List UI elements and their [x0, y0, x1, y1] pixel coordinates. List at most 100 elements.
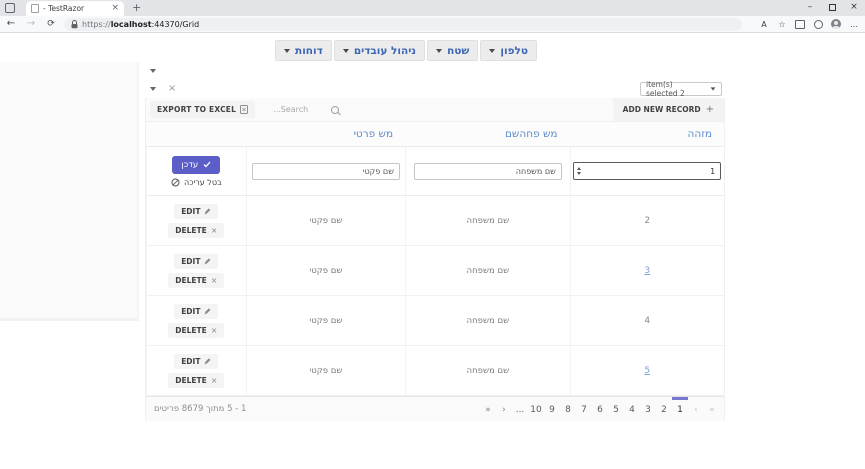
- minimize-button[interactable]: –: [807, 2, 813, 12]
- family-name-editor-cell: [405, 147, 569, 195]
- row-commands-cell: EDIT DELETE ×: [145, 196, 246, 245]
- menu-item-area[interactable]: שטח: [427, 40, 479, 61]
- first-name-input[interactable]: [251, 162, 400, 180]
- search-input[interactable]: [271, 104, 328, 115]
- cancel-circle-icon: [171, 178, 180, 186]
- pager-last-icon[interactable]: «: [485, 405, 491, 415]
- x-icon: ×: [210, 325, 218, 335]
- menu-label: שטח: [447, 44, 470, 57]
- pager-page-9[interactable]: 9: [549, 405, 555, 415]
- row-id-link[interactable]: 3: [644, 265, 651, 276]
- pager-page-1[interactable]: 1: [672, 397, 688, 421]
- chevron-down-icon: [489, 48, 496, 53]
- lock-icon: [71, 20, 78, 29]
- export-to-excel-button[interactable]: EXPORT TO EXCEL: [150, 101, 256, 118]
- pager-page-10[interactable]: 10: [530, 405, 542, 415]
- pager-page-3[interactable]: 3: [645, 405, 651, 415]
- grid-edit-row: 1: [145, 147, 724, 196]
- family-name-input[interactable]: [413, 162, 562, 180]
- pager-page-8[interactable]: 8: [565, 405, 571, 415]
- edit-button[interactable]: EDIT: [174, 353, 219, 369]
- collections-icon[interactable]: [791, 19, 809, 29]
- tab-actions-icon[interactable]: [5, 3, 15, 13]
- url-path: :44370/Grid: [151, 20, 200, 29]
- first-value: שם פקטי: [309, 315, 343, 326]
- pager-info: 1 - 5 מתוך 8679 פריטים: [154, 404, 247, 414]
- menu-item-phone[interactable]: טלפון: [480, 40, 537, 61]
- menu-label: ניהול עובדים: [353, 44, 417, 57]
- menu-label: טלפון: [500, 44, 528, 57]
- add-new-record-button[interactable]: ADD NEW RECORD +: [612, 98, 724, 121]
- pager-page-6[interactable]: 6: [597, 405, 603, 415]
- pager-first-icon[interactable]: »: [709, 405, 715, 415]
- delete-label: DELETE: [175, 325, 207, 335]
- restore-button[interactable]: [821, 0, 843, 14]
- numeric-spinner[interactable]: [577, 167, 582, 175]
- pager-next-icon[interactable]: ‹: [502, 405, 506, 415]
- menu-item-employee-management[interactable]: ניהול עובדים: [333, 40, 426, 61]
- edit-button[interactable]: EDIT: [174, 303, 219, 319]
- row-first-cell: שם פקטי: [245, 246, 405, 295]
- chevron-down-icon: [436, 48, 443, 53]
- row-id-cell[interactable]: 3: [569, 246, 724, 295]
- settings-more-icon[interactable]: …: [850, 19, 858, 29]
- row-commands-cell: EDIT DELETE ×: [145, 296, 246, 345]
- refresh-icon[interactable]: ⟳: [47, 19, 55, 29]
- column-header-family-name[interactable]: מש פחהשם: [504, 128, 558, 140]
- browser-tab[interactable]: - TestRazor ×: [26, 1, 124, 16]
- pager-page-5[interactable]: 5: [613, 405, 619, 415]
- pencil-icon: [204, 257, 211, 264]
- items-selected-dropdown[interactable]: item(s) selected 2: [640, 80, 722, 98]
- row-id-cell[interactable]: 5: [569, 346, 724, 395]
- pencil-icon: [204, 307, 211, 314]
- table-row: 4 שם משפחה שם פקטי EDIT DELETE ×: [145, 296, 724, 346]
- delete-label: DELETE: [175, 225, 207, 235]
- cancel-edit-button[interactable]: בטל עריכה: [171, 178, 222, 187]
- id-numeric-input[interactable]: 1: [573, 162, 722, 180]
- spinner-down-icon[interactable]: [577, 172, 582, 175]
- id-editor-cell: 1: [569, 147, 724, 195]
- column-header-first-name[interactable]: מש פרטי: [353, 128, 394, 140]
- pager-page-7[interactable]: 7: [581, 405, 587, 415]
- plus-icon: +: [705, 104, 714, 115]
- pager-page-4[interactable]: 4: [629, 405, 635, 415]
- tab-close-icon[interactable]: ×: [111, 3, 119, 13]
- row-id-link[interactable]: 5: [644, 365, 651, 376]
- delete-button[interactable]: DELETE ×: [168, 322, 225, 338]
- row-id-value: 2: [644, 215, 651, 226]
- address-bar[interactable]: https://localhost:44370/Grid: [64, 18, 742, 31]
- pager-more-pages[interactable]: ...: [515, 405, 525, 415]
- pager-prev-icon[interactable]: ›: [694, 405, 698, 415]
- close-icon[interactable]: ×: [168, 83, 177, 94]
- delete-button[interactable]: DELETE ×: [168, 272, 225, 288]
- favorites-icon[interactable]: ☆: [778, 19, 786, 29]
- row-family-cell: שם משפחה: [405, 196, 569, 245]
- new-tab-button[interactable]: +: [132, 1, 142, 14]
- browser-essentials-icon[interactable]: [809, 19, 827, 29]
- row-id-value: 4: [644, 315, 651, 326]
- column-header-id[interactable]: מזהה: [687, 128, 713, 140]
- update-button[interactable]: עדכן: [172, 155, 221, 174]
- profile-avatar[interactable]: [827, 19, 845, 29]
- menu-label: דוחות: [295, 44, 323, 57]
- menu-item-reports[interactable]: דוחות: [275, 40, 332, 61]
- delete-button[interactable]: DELETE ×: [168, 372, 225, 388]
- grid-search: [271, 104, 340, 115]
- forward-icon[interactable]: →: [26, 18, 36, 29]
- grid-toolbar: EXPORT TO EXCEL ADD NEW RECORD +: [146, 98, 724, 122]
- pager-page-2[interactable]: 2: [661, 405, 667, 415]
- edit-button[interactable]: EDIT: [174, 253, 219, 269]
- first-value: שם פקטי: [309, 365, 343, 376]
- cancel-label: בטל עריכה: [183, 177, 222, 187]
- spinner-up-icon[interactable]: [577, 167, 582, 170]
- close-button[interactable]: ×: [850, 2, 858, 12]
- read-aloud-icon[interactable]: A: [761, 19, 767, 29]
- chevron-down-icon[interactable]: [150, 69, 156, 73]
- edit-button[interactable]: EDIT: [174, 203, 219, 219]
- back-icon[interactable]: ←: [6, 18, 16, 29]
- chevron-down-icon[interactable]: [150, 87, 156, 91]
- row-family-cell: שם משפחה: [405, 346, 569, 395]
- x-icon: ×: [210, 225, 218, 235]
- delete-button[interactable]: DELETE ×: [168, 222, 225, 238]
